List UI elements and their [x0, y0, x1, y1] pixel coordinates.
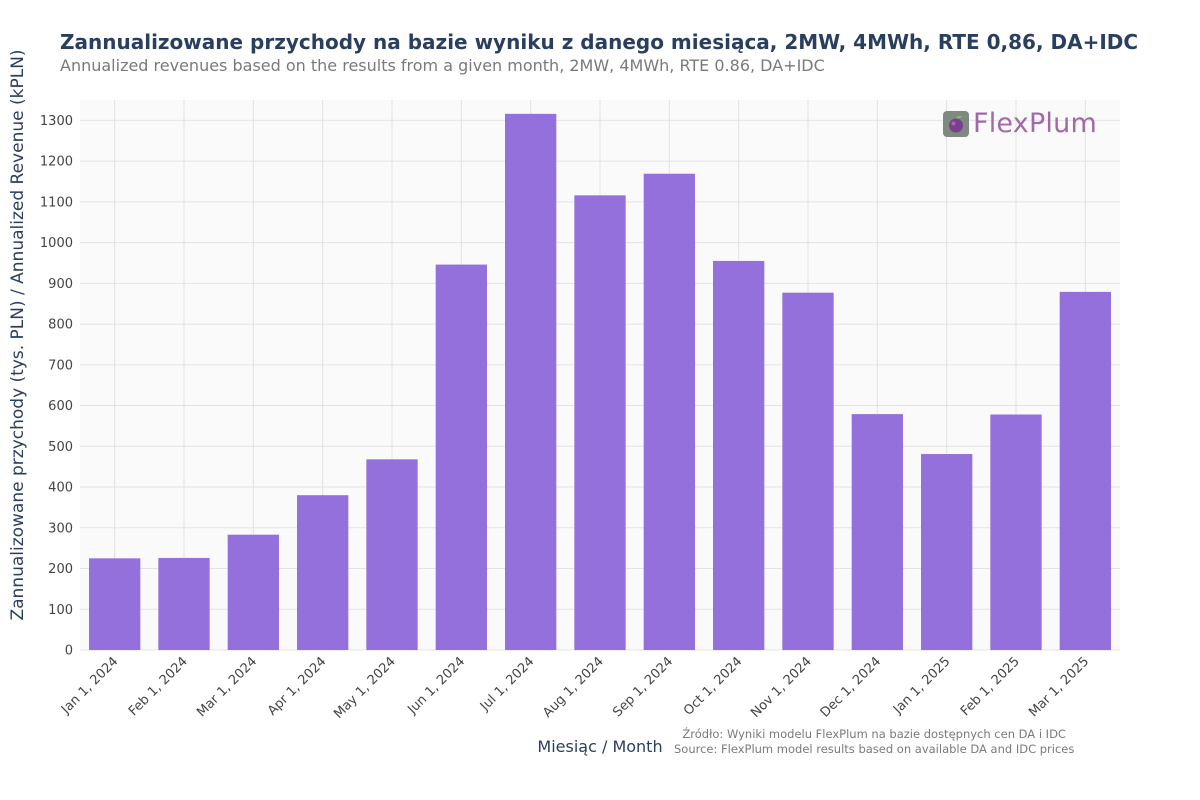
bar[interactable] — [990, 414, 1042, 650]
x-tick-label: Dec 1, 2024 — [818, 654, 884, 720]
bar[interactable] — [713, 260, 765, 650]
x-tick-label: Nov 1, 2024 — [748, 654, 815, 721]
bar[interactable] — [643, 173, 695, 651]
bar[interactable] — [435, 264, 487, 650]
x-tick-label: May 1, 2024 — [331, 654, 399, 722]
y-tick-label: 500 — [48, 440, 73, 455]
source-line-en: Source: FlexPlum model results based on … — [674, 742, 1075, 756]
flexplum-logo: FlexPlum — [943, 108, 1097, 139]
source-note: Źródło: Wyniki modelu FlexPlum na bazie … — [674, 727, 1074, 757]
x-tick-label: Sep 1, 2024 — [610, 654, 676, 720]
bar[interactable] — [1059, 291, 1111, 650]
bar[interactable] — [297, 495, 349, 650]
x-axis-ticks: Jan 1, 2024 Feb 1, 2024 Mar 1, 2024 Apr 1, … — [58, 654, 1092, 722]
y-tick-label: 1300 — [40, 114, 73, 129]
x-tick-label: Feb 1, 2025 — [958, 654, 1023, 719]
bar-series — [89, 113, 1111, 651]
bar[interactable] — [227, 534, 279, 650]
y-tick-label: 800 — [48, 318, 73, 333]
bar[interactable] — [366, 459, 418, 650]
x-tick-label: Jan 1, 2025 — [890, 654, 953, 717]
y-tick-label: 1000 — [40, 236, 73, 251]
y-tick-label: 1200 — [40, 155, 73, 170]
source-line-pl: Źródło: Wyniki modelu FlexPlum na bazie … — [682, 727, 1066, 741]
x-tick-label: Mar 1, 2024 — [194, 654, 260, 720]
bar[interactable] — [158, 557, 210, 650]
x-tick-label: Oct 1, 2024 — [681, 654, 746, 719]
bar[interactable] — [89, 558, 141, 650]
y-tick-label: 1100 — [40, 195, 73, 210]
x-tick-label: Aug 1, 2024 — [540, 654, 607, 721]
plum-icon — [943, 110, 969, 137]
chart-title: Zannualizowane przychody na bazie wyniku… — [60, 30, 1139, 54]
y-tick-label: 400 — [48, 481, 73, 496]
y-tick-label: 300 — [48, 521, 73, 536]
y-axis-label: Zannualizowane przychody (tys. PLN) / An… — [8, 49, 28, 620]
y-tick-label: 0 — [65, 644, 73, 659]
y-tick-label: 900 — [48, 277, 73, 292]
x-tick-label: Mar 1, 2025 — [1026, 654, 1092, 720]
bar[interactable] — [782, 292, 834, 650]
y-tick-label: 200 — [48, 562, 73, 577]
bar[interactable] — [574, 195, 626, 651]
x-tick-label: Jun 1, 2024 — [404, 654, 468, 718]
x-tick-label: Feb 1, 2024 — [126, 654, 191, 719]
logo-text: FlexPlum — [973, 108, 1097, 139]
x-tick-label: Jul 1, 2024 — [477, 654, 537, 714]
x-tick-label: Apr 1, 2024 — [265, 654, 330, 719]
y-tick-label: 100 — [48, 603, 73, 618]
x-axis-label: Miesiąc / Month — [537, 737, 662, 756]
bar[interactable] — [921, 454, 973, 650]
bar[interactable] — [851, 414, 903, 650]
x-tick-label: Jan 1, 2024 — [58, 654, 121, 717]
y-tick-label: 600 — [48, 399, 73, 414]
y-tick-label: 700 — [48, 358, 73, 373]
chart-subtitle: Annualized revenues based on the results… — [60, 56, 825, 75]
bar[interactable] — [505, 113, 557, 650]
y-axis-ticks: 0 100 200 300 400 500 600 700 800 900 1000 1100 1200… — [40, 114, 73, 659]
